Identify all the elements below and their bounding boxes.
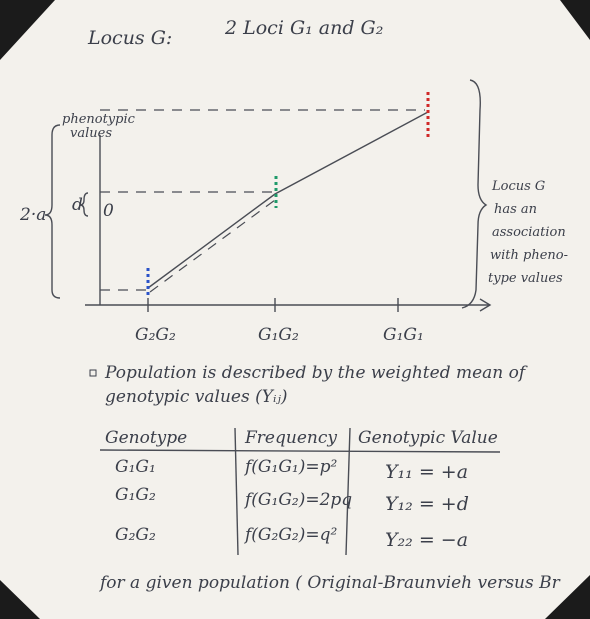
bullet-text: genotypic values (Yᵢⱼ) bbox=[105, 387, 288, 407]
table-cell: G₁G₁ bbox=[115, 457, 156, 477]
y-label: phenotypic bbox=[62, 112, 136, 127]
x-label: G₂G₂ bbox=[135, 325, 176, 345]
table-header: Frequency bbox=[244, 428, 337, 448]
table-cell: Y₁₂ = +d bbox=[385, 493, 469, 515]
side-note: type values bbox=[488, 271, 563, 286]
table-cell: Y₂₂ = −a bbox=[385, 529, 468, 551]
bullet-text: Population is described by the weighted … bbox=[104, 363, 528, 383]
table-header: Genotypic Value bbox=[358, 428, 498, 448]
photo: Locus G: 2 Loci G₁ and G₂ phenotypic val… bbox=[0, 0, 590, 619]
side-note: association bbox=[492, 225, 566, 240]
side-note: Locus G bbox=[491, 179, 545, 194]
y-label: values bbox=[70, 126, 112, 141]
x-label: G₁G₂ bbox=[258, 325, 299, 345]
subtitle: 2 Loci G₁ and G₂ bbox=[224, 17, 383, 39]
brace-label: 2·a bbox=[19, 205, 46, 225]
table-cell: G₂G₂ bbox=[115, 525, 156, 545]
zero-label: 0 bbox=[103, 201, 114, 221]
table-cell: Y₁₁ = +a bbox=[385, 461, 468, 483]
d-label: d bbox=[72, 195, 83, 215]
side-note: with pheno- bbox=[490, 248, 568, 263]
table-cell: f(G₂G₂)=q² bbox=[243, 525, 337, 545]
table-cell: f(G₁G₂)=2pq bbox=[243, 490, 352, 510]
title: Locus G: bbox=[87, 27, 172, 49]
x-label: G₁G₁ bbox=[383, 325, 424, 345]
side-note: has an bbox=[494, 202, 537, 217]
page: Locus G: 2 Loci G₁ and G₂ phenotypic val… bbox=[0, 0, 590, 619]
table-header: Genotype bbox=[105, 428, 187, 448]
table-cell: f(G₁G₁)=p² bbox=[243, 457, 337, 477]
footer: for a given population ( Original-Braunv… bbox=[98, 573, 561, 593]
table-cell: G₁G₂ bbox=[115, 485, 156, 505]
